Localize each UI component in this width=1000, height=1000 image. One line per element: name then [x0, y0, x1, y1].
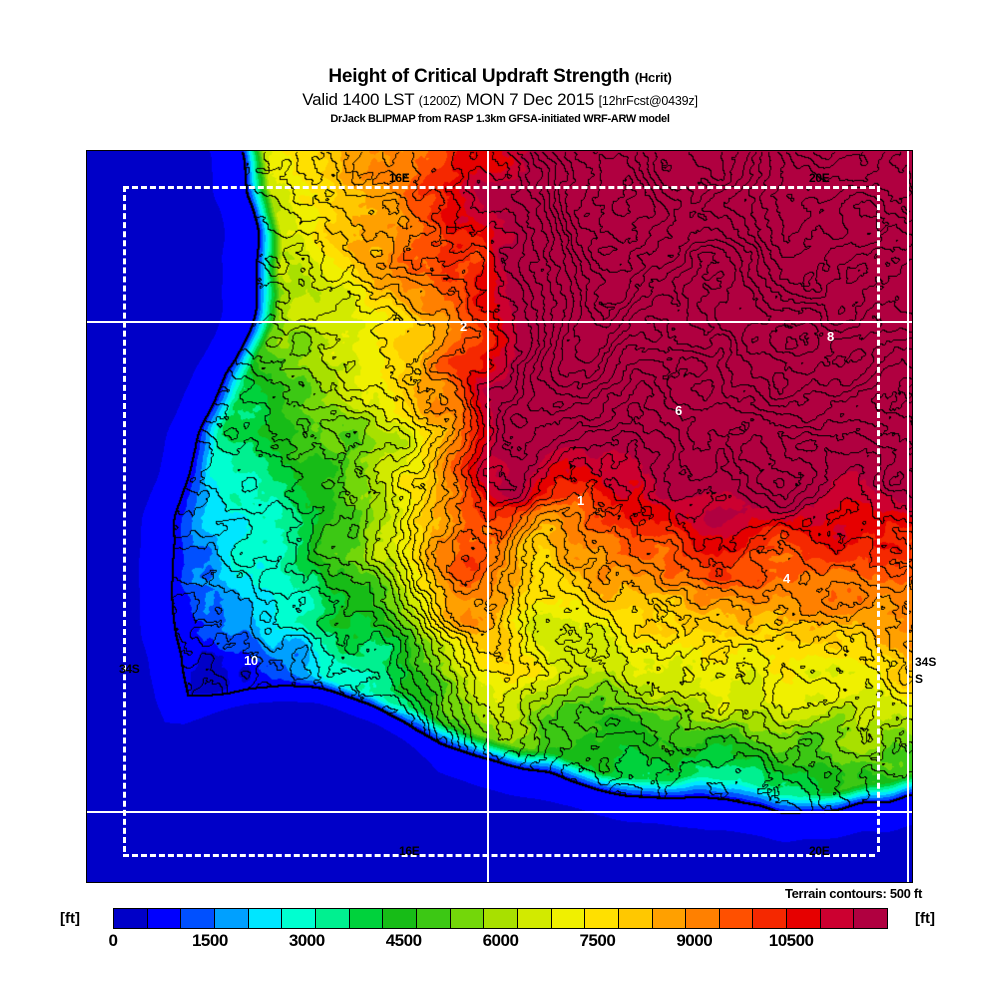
valid-time-text: Valid 1400 LST [302, 90, 415, 109]
colorbar-swatch-11 [484, 909, 518, 928]
colorbar-swatch-1 [147, 909, 182, 928]
colorbar-swatch-12 [517, 909, 552, 928]
map-marker-label-2: 2 [460, 319, 467, 334]
colorbar-swatch-2 [181, 909, 215, 928]
colorbar-swatch-8 [383, 909, 417, 928]
colorbar-swatch-10 [450, 909, 485, 928]
colorbar-tick-3000: 3000 [288, 931, 325, 950]
grid-label-34s-4: 34S [119, 662, 140, 676]
valid-time-zulu: (1200Z) [418, 94, 462, 108]
colorbar-tick-4500: 4500 [385, 931, 422, 950]
terrain-contour-note: Terrain contours: 500 ft [784, 886, 922, 901]
colorbar-swatches [113, 908, 888, 929]
map-marker-label-1: 1 [577, 493, 584, 508]
colorbar-swatch-21 [820, 909, 855, 928]
colorbar-unit-left: [ft] [60, 910, 80, 927]
grid-label-16e-0: 16E [389, 171, 410, 185]
grid-label-20e-3: 20E [809, 844, 830, 858]
title-block: Height of Critical Updraft Strength (Hcr… [0, 66, 1000, 127]
colorbar-swatch-16 [652, 909, 687, 928]
colorbar-swatch-18 [719, 909, 754, 928]
forecast-tag: [12hrFcst@0439z] [598, 94, 698, 108]
colorbar-swatch-0 [114, 909, 148, 928]
colorbar-tick-labels: 0 1500 3000 4500 6000 7500 9000 10500 [109, 931, 888, 955]
map-marker-label-6: 6 [675, 403, 682, 418]
valid-date-text: MON 7 Dec 2015 [465, 90, 595, 109]
colorbar-swatch-17 [686, 909, 720, 928]
colorbar-tick-1500: 1500 [191, 931, 228, 950]
colorbar-tick-10500: 10500 [768, 931, 814, 950]
map-marker-label-10: 10 [244, 653, 258, 668]
grid-label-16e-2: 16E [399, 844, 420, 858]
main-title-text: Height of Critical Updraft Strength [328, 66, 630, 87]
map-marker-label-4: 4 [783, 571, 790, 586]
colorbar-swatch-13 [551, 909, 586, 928]
colorbar-swatch-3 [214, 909, 249, 928]
colorbar-legend: [ft] [ft] 0 1500 3000 4500 6000 7500 9000 10500 [0, 908, 1000, 958]
colorbar-swatch-14 [585, 909, 619, 928]
colorbar-swatch-19 [753, 909, 788, 928]
colorbar-tick-9000: 9000 [676, 931, 713, 950]
colorbar-swatch-15 [618, 909, 653, 928]
model-credit-line: DrJack BLIPMAP from RASP 1.3km GFSA-init… [330, 113, 670, 125]
hcrit-heatmap-canvas [87, 151, 912, 882]
main-title-parameter: (Hcrit) [634, 70, 672, 85]
grid-label-20e-1: 20E [809, 171, 830, 185]
forecast-map[interactable]: 16E 20E 16E 20E 34S 2 8 6 1 4 10 [86, 150, 913, 883]
edge-label-1: S [915, 672, 924, 686]
colorbar-swatch-6 [315, 909, 350, 928]
colorbar-swatch-20 [787, 909, 821, 928]
edge-label-0: 34S [915, 655, 937, 669]
colorbar-swatch-4 [248, 909, 283, 928]
page-title: Height of Critical Updraft Strength (Hcr… [0, 66, 1000, 89]
colorbar-swatch-22 [854, 909, 888, 928]
map-marker-label-8: 8 [827, 329, 834, 344]
colorbar-swatch-7 [349, 909, 384, 928]
colorbar-tick-7500: 7500 [579, 931, 616, 950]
colorbar-swatch-5 [282, 909, 316, 928]
colorbar-unit-right: [ft] [915, 910, 935, 927]
colorbar-tick-0: 0 [108, 931, 118, 950]
colorbar-tick-6000: 6000 [482, 931, 519, 950]
colorbar-swatch-9 [416, 909, 451, 928]
valid-time-line: Valid 1400 LST (1200Z) MON 7 Dec 2015 [1… [0, 89, 1000, 112]
